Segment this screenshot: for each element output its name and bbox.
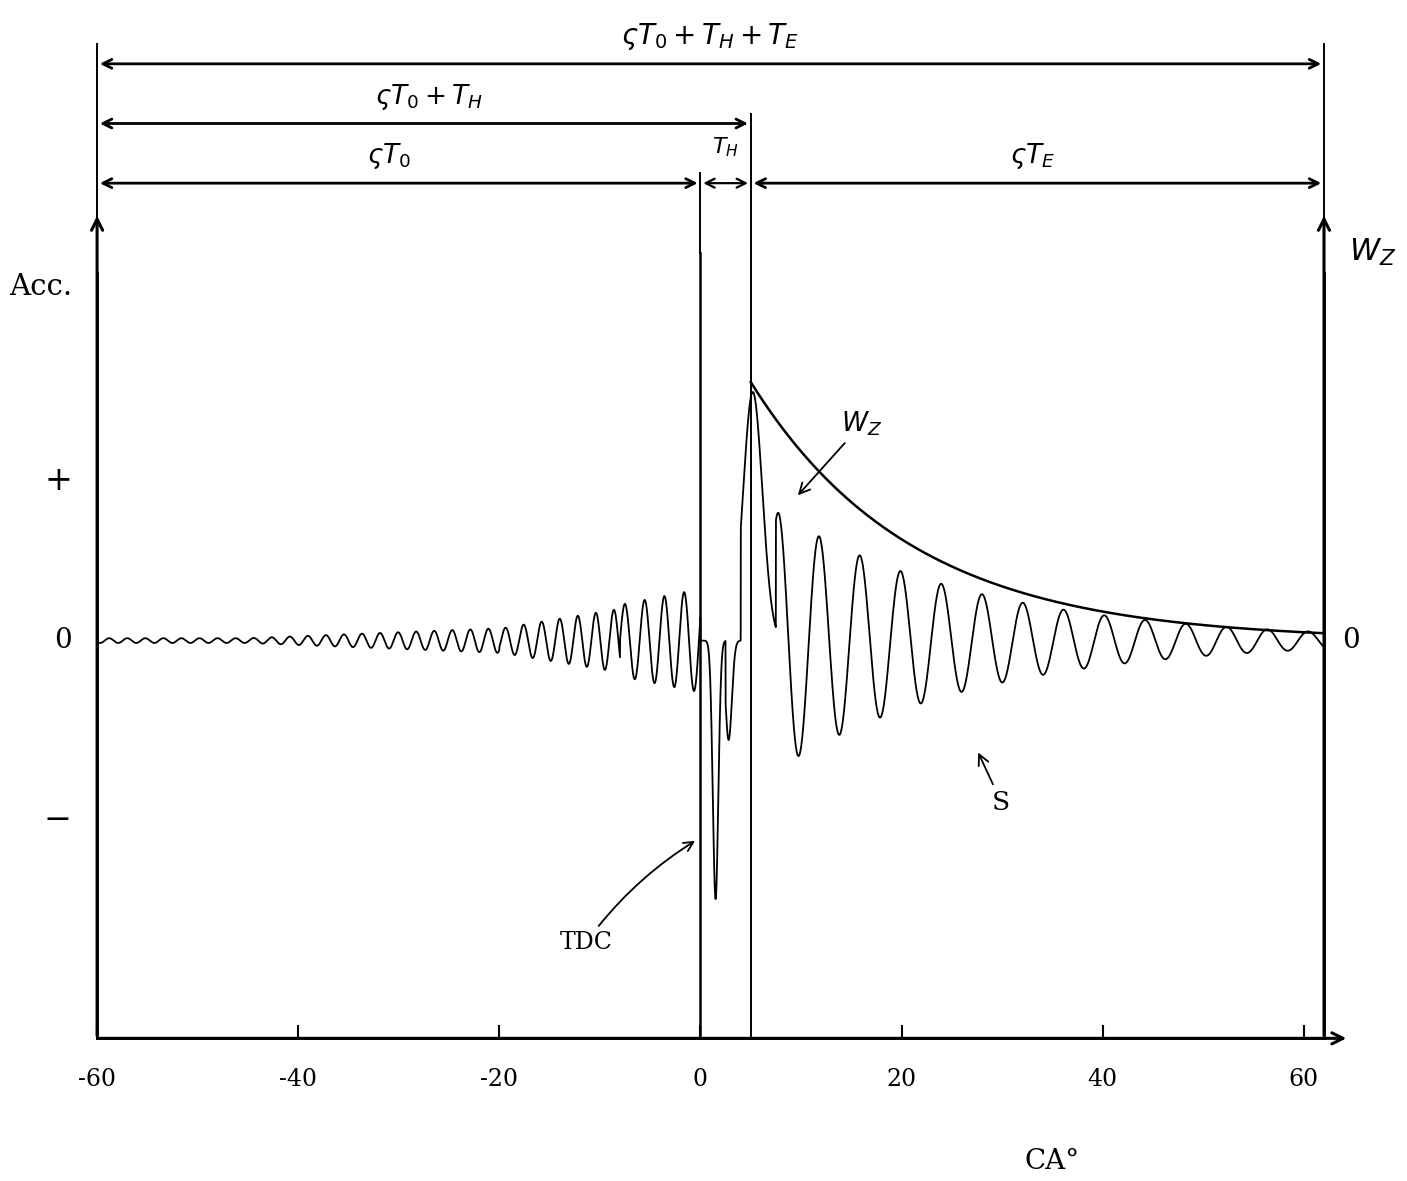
Text: 0: 0 xyxy=(694,1068,708,1091)
Text: $\varsigma T_E$: $\varsigma T_E$ xyxy=(1010,142,1055,171)
Text: S: S xyxy=(979,755,1010,815)
Text: -40: -40 xyxy=(279,1068,317,1091)
Text: 40: 40 xyxy=(1088,1068,1117,1091)
Text: $W_Z$: $W_Z$ xyxy=(1349,237,1396,268)
Text: $\varsigma T_0 + T_H$: $\varsigma T_0 + T_H$ xyxy=(374,81,483,111)
Text: $\varsigma T_0$: $\varsigma T_0$ xyxy=(367,142,411,171)
Text: 0: 0 xyxy=(55,627,72,654)
Text: TDC: TDC xyxy=(560,842,694,954)
Text: −: − xyxy=(44,803,72,836)
Text: $W_Z$: $W_Z$ xyxy=(799,410,882,494)
Text: -60: -60 xyxy=(77,1068,117,1091)
Text: +: + xyxy=(44,465,72,497)
Text: 20: 20 xyxy=(886,1068,917,1091)
Text: Acc.: Acc. xyxy=(8,273,72,301)
Text: 60: 60 xyxy=(1289,1068,1318,1091)
Text: CA°: CA° xyxy=(1024,1148,1081,1175)
Text: 0: 0 xyxy=(1342,627,1359,654)
Text: -20: -20 xyxy=(480,1068,518,1091)
Text: $T_H$: $T_H$ xyxy=(712,136,739,159)
Text: $\varsigma T_0 + T_H + T_E$: $\varsigma T_0 + T_H + T_E$ xyxy=(622,21,799,52)
